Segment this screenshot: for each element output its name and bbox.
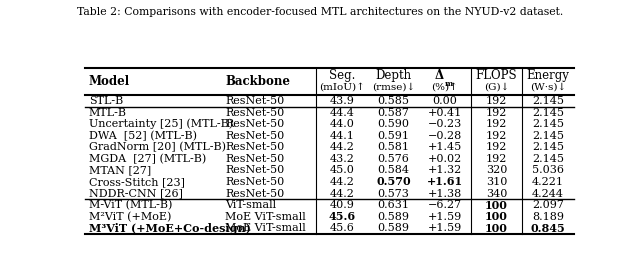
Text: 4.221: 4.221	[532, 177, 564, 187]
Text: 44.0: 44.0	[330, 119, 355, 129]
Text: ResNet-50: ResNet-50	[225, 96, 284, 106]
Text: 5.036: 5.036	[532, 166, 564, 176]
Text: +1.61: +1.61	[427, 177, 463, 187]
Text: 192: 192	[486, 131, 507, 141]
Text: (mIoU)↑: (mIoU)↑	[319, 83, 365, 92]
Text: 192: 192	[486, 96, 507, 106]
Text: 100: 100	[485, 200, 508, 211]
Text: +1.59: +1.59	[428, 223, 462, 233]
Text: 0.584: 0.584	[378, 166, 410, 176]
Text: (G)↓: (G)↓	[484, 83, 509, 92]
Text: FLOPS: FLOPS	[476, 69, 517, 82]
Text: ResNet-50: ResNet-50	[225, 188, 284, 198]
Text: 0.576: 0.576	[378, 154, 410, 164]
Text: 192: 192	[486, 119, 507, 129]
Text: (rmse)↓: (rmse)↓	[372, 83, 415, 92]
Text: 8.189: 8.189	[532, 212, 564, 222]
Text: ResNet-50: ResNet-50	[225, 131, 284, 141]
Text: Δ: Δ	[435, 69, 444, 82]
Text: 2.145: 2.145	[532, 131, 564, 141]
Text: Cross-Stitch [23]: Cross-Stitch [23]	[89, 177, 185, 187]
Text: 0.587: 0.587	[378, 107, 410, 117]
Text: 0.589: 0.589	[378, 212, 410, 222]
Text: 44.1: 44.1	[330, 131, 355, 141]
Text: MTAN [27]: MTAN [27]	[89, 166, 151, 176]
Text: +0.41: +0.41	[428, 107, 462, 117]
Text: 192: 192	[486, 154, 507, 164]
Text: 192: 192	[486, 107, 507, 117]
Text: Model: Model	[89, 75, 130, 88]
Text: +1.38: +1.38	[428, 188, 462, 198]
Text: +1.32: +1.32	[428, 166, 462, 176]
Text: 44.4: 44.4	[330, 107, 355, 117]
Text: +1.45: +1.45	[428, 142, 462, 152]
Text: 340: 340	[486, 188, 507, 198]
Text: 0.00: 0.00	[433, 96, 458, 106]
Text: MoE ViT-small: MoE ViT-small	[225, 223, 306, 233]
Text: +0.02: +0.02	[428, 154, 462, 164]
Text: 2.145: 2.145	[532, 142, 564, 152]
Text: (W·s)↓: (W·s)↓	[530, 83, 566, 92]
Text: 0.590: 0.590	[378, 119, 410, 129]
Text: ResNet-50: ResNet-50	[225, 119, 284, 129]
Text: MGDA  [27] (MTL-B): MGDA [27] (MTL-B)	[89, 154, 206, 164]
Text: DWA  [52] (MTL-B): DWA [52] (MTL-B)	[89, 130, 197, 141]
Text: 40.9: 40.9	[330, 200, 355, 210]
Text: Depth: Depth	[376, 69, 412, 82]
Text: −0.28: −0.28	[428, 131, 462, 141]
Text: 0.845: 0.845	[531, 223, 565, 234]
Text: ResNet-50: ResNet-50	[225, 177, 284, 187]
Text: M³ViT (+MoE+Co-design): M³ViT (+MoE+Co-design)	[89, 223, 251, 234]
Text: +1.59: +1.59	[428, 212, 462, 222]
Text: 44.2: 44.2	[330, 177, 355, 187]
Text: ResNet-50: ResNet-50	[225, 142, 284, 152]
Text: Energy: Energy	[526, 69, 569, 82]
Text: ViT-small: ViT-small	[225, 200, 276, 210]
Text: 2.145: 2.145	[532, 96, 564, 106]
Text: 44.2: 44.2	[330, 142, 355, 152]
Text: 2.145: 2.145	[532, 119, 564, 129]
Text: ResNet-50: ResNet-50	[225, 154, 284, 164]
Text: MoE ViT-small: MoE ViT-small	[225, 212, 306, 222]
Text: −0.23: −0.23	[428, 119, 462, 129]
Text: STL-B: STL-B	[89, 96, 123, 106]
Text: 4.244: 4.244	[532, 188, 564, 198]
Text: m: m	[444, 80, 452, 88]
Text: 43.2: 43.2	[330, 154, 355, 164]
Text: 0.591: 0.591	[378, 131, 410, 141]
Text: 0.585: 0.585	[378, 96, 410, 106]
Text: 0.573: 0.573	[378, 188, 410, 198]
Text: 45.6: 45.6	[328, 211, 356, 222]
Text: 44.2: 44.2	[330, 188, 355, 198]
Text: Table 2: Comparisons with encoder-focused MTL architectures on the NYUD-v2 datas: Table 2: Comparisons with encoder-focuse…	[77, 7, 563, 17]
Text: 45.6: 45.6	[330, 223, 355, 233]
Text: ResNet-50: ResNet-50	[225, 166, 284, 176]
Text: NDDR-CNN [26]: NDDR-CNN [26]	[89, 188, 183, 198]
Text: 100: 100	[485, 211, 508, 222]
Text: 320: 320	[486, 166, 507, 176]
Text: 2.145: 2.145	[532, 154, 564, 164]
Text: (%)↑: (%)↑	[431, 83, 458, 92]
Text: ResNet-50: ResNet-50	[225, 107, 284, 117]
Text: 45.0: 45.0	[330, 166, 355, 176]
Text: Backbone: Backbone	[225, 75, 290, 88]
Text: 100: 100	[485, 223, 508, 234]
Text: Seg.: Seg.	[329, 69, 355, 82]
Text: 0.631: 0.631	[378, 200, 410, 210]
Text: 310: 310	[486, 177, 507, 187]
Text: −6.27: −6.27	[428, 200, 462, 210]
Text: M-ViT (MTL-B): M-ViT (MTL-B)	[89, 200, 172, 210]
Text: Uncertainty [25] (MTL-B): Uncertainty [25] (MTL-B)	[89, 119, 233, 129]
Text: 0.589: 0.589	[378, 223, 410, 233]
Text: 192: 192	[486, 142, 507, 152]
Text: 43.9: 43.9	[330, 96, 355, 106]
Text: 0.570: 0.570	[376, 177, 411, 187]
Text: GradNorm [20] (MTL-B): GradNorm [20] (MTL-B)	[89, 142, 226, 153]
Text: 2.097: 2.097	[532, 200, 564, 210]
Text: M²ViT (+MoE): M²ViT (+MoE)	[89, 212, 172, 222]
Text: 0.581: 0.581	[378, 142, 410, 152]
Text: MTL-B: MTL-B	[89, 107, 127, 117]
Text: 2.145: 2.145	[532, 107, 564, 117]
